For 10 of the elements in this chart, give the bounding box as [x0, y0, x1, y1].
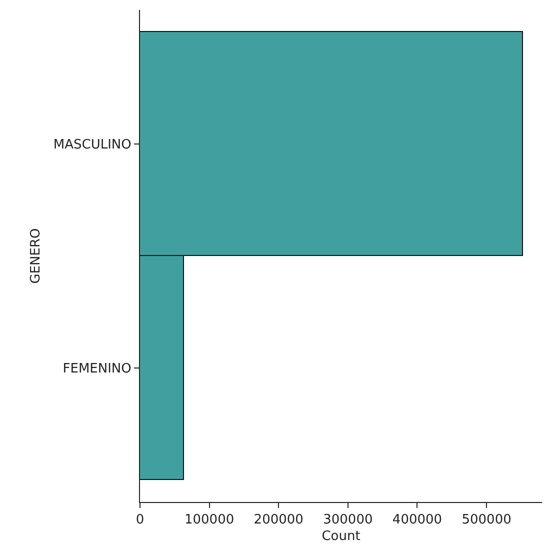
y-tick-label: MASCULINO: [53, 138, 132, 153]
x-tick-label: 0: [136, 512, 144, 528]
y-tick-label: FEMENINO: [62, 361, 132, 376]
x-tick-label: 500000: [462, 512, 512, 528]
x-tick-label: 200000: [254, 512, 304, 528]
y-axis-title: GENERO: [28, 228, 44, 284]
x-tick-label: 100000: [184, 512, 234, 528]
x-tick-label: 400000: [392, 512, 442, 528]
x-tick-label: 300000: [323, 512, 373, 528]
x-axis-title: Count: [322, 529, 360, 544]
